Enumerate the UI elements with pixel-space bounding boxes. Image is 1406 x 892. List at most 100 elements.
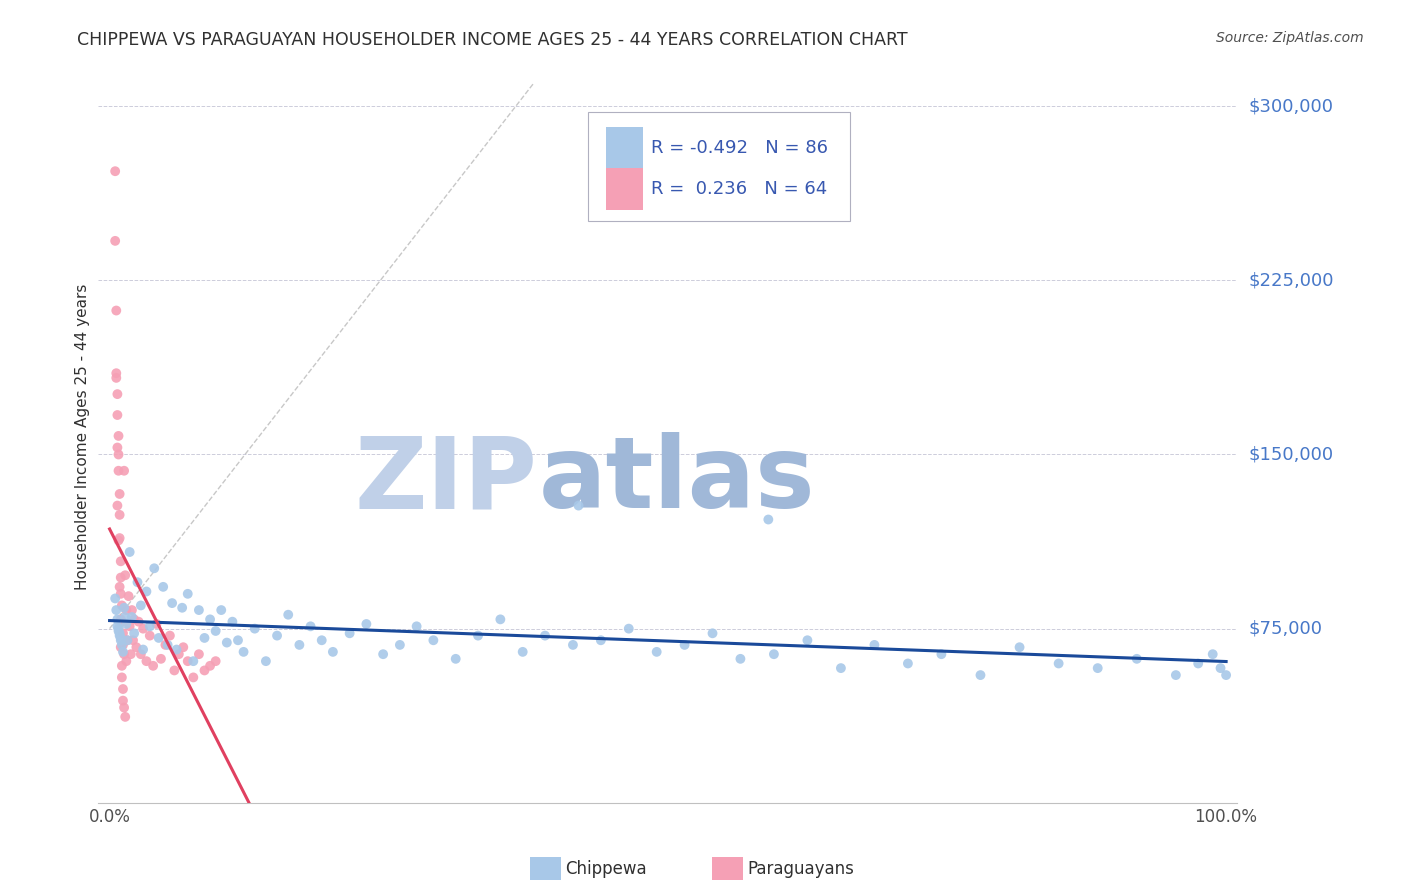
Point (266, 629, 288, 643)
Point (1087, 661, 1109, 675)
Point (132, 642, 155, 657)
Point (796, 633, 818, 648)
Point (114, 568, 136, 582)
Point (1126, 652, 1149, 666)
Point (105, 366, 128, 380)
Text: $225,000: $225,000 (1249, 271, 1334, 289)
Point (254, 654, 277, 668)
Point (534, 629, 557, 643)
Point (145, 617, 167, 632)
Point (232, 645, 254, 659)
Point (115, 603, 138, 617)
Point (110, 554, 132, 568)
Point (1164, 668, 1187, 682)
Point (322, 645, 344, 659)
Point (112, 647, 135, 661)
Point (107, 387, 129, 401)
FancyBboxPatch shape (588, 112, 851, 221)
Point (121, 610, 143, 624)
Point (108, 531, 131, 545)
Point (931, 647, 953, 661)
Point (339, 626, 361, 640)
Point (132, 622, 155, 636)
Point (969, 668, 991, 682)
Point (371, 647, 394, 661)
Point (405, 619, 427, 633)
Text: R = -0.492   N = 86: R = -0.492 N = 86 (651, 139, 828, 157)
Text: $300,000: $300,000 (1249, 97, 1333, 115)
Point (209, 603, 232, 617)
Point (108, 487, 131, 501)
Point (422, 633, 444, 648)
Point (356, 617, 378, 632)
Point (107, 464, 129, 478)
Point (166, 642, 188, 657)
Point (388, 638, 411, 652)
Point (110, 633, 132, 648)
Point (111, 638, 134, 652)
Point (111, 615, 134, 629)
Point (108, 626, 131, 640)
Point (172, 600, 194, 615)
Point (1008, 640, 1031, 655)
Point (444, 652, 467, 666)
Point (204, 654, 226, 668)
Point (159, 629, 181, 643)
FancyBboxPatch shape (606, 128, 643, 169)
Point (104, 164, 127, 178)
Point (299, 619, 322, 633)
Point (187, 603, 209, 617)
Point (112, 700, 135, 714)
Text: CHIPPEWA VS PARAGUAYAN HOUSEHOLDER INCOME AGES 25 - 44 YEARS CORRELATION CHART: CHIPPEWA VS PARAGUAYAN HOUSEHOLDER INCOM… (77, 31, 908, 49)
Text: R =  0.236   N = 64: R = 0.236 N = 64 (651, 180, 827, 198)
Point (226, 633, 249, 648)
Point (111, 658, 134, 673)
Point (104, 591, 127, 606)
Point (117, 633, 139, 648)
Point (221, 615, 243, 629)
Point (129, 599, 152, 613)
Point (107, 408, 129, 422)
Point (115, 654, 138, 668)
Text: Paraguayans: Paraguayans (748, 860, 855, 878)
Point (243, 622, 266, 636)
Point (107, 499, 129, 513)
Point (110, 612, 132, 626)
Point (120, 647, 142, 661)
Point (215, 635, 238, 649)
Point (112, 600, 135, 615)
Text: $75,000: $75,000 (1249, 620, 1323, 638)
Point (107, 429, 129, 443)
Point (1047, 657, 1070, 671)
Point (107, 441, 129, 455)
Point (288, 638, 311, 652)
Point (117, 633, 139, 648)
Point (108, 508, 131, 522)
Point (118, 619, 141, 633)
Point (108, 629, 131, 643)
Point (129, 647, 152, 661)
Point (183, 654, 205, 668)
Point (117, 589, 139, 603)
Point (107, 448, 129, 462)
Point (125, 640, 148, 655)
Point (111, 599, 134, 613)
Point (111, 670, 134, 684)
Point (112, 464, 135, 478)
Point (1202, 647, 1225, 661)
Point (110, 587, 132, 601)
Point (762, 647, 785, 661)
Point (160, 596, 183, 610)
Text: atlas: atlas (538, 433, 815, 530)
Point (1187, 657, 1209, 671)
Point (111, 693, 134, 707)
Point (114, 610, 136, 624)
Point (155, 638, 177, 652)
FancyBboxPatch shape (606, 168, 643, 210)
Point (127, 575, 149, 590)
Point (107, 619, 129, 633)
FancyBboxPatch shape (713, 857, 742, 880)
Point (104, 234, 127, 248)
Point (139, 629, 162, 643)
Point (277, 607, 299, 622)
